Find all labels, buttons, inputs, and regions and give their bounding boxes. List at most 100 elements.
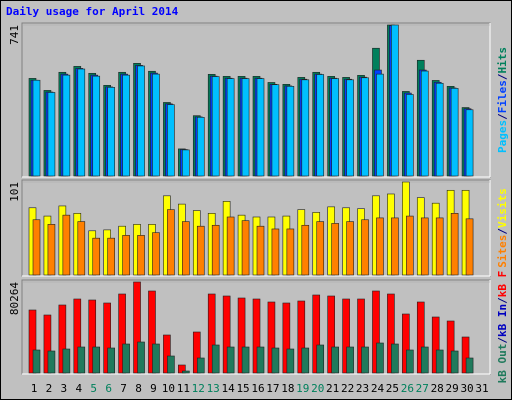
x-tick-label: 21 xyxy=(326,382,339,395)
bar xyxy=(342,298,350,374)
bar xyxy=(267,301,276,374)
bar xyxy=(58,304,67,374)
bar xyxy=(137,65,145,177)
bar xyxy=(47,92,56,177)
x-tick-label: 16 xyxy=(251,382,264,395)
y-max-label: 741 xyxy=(8,25,21,45)
x-tick-label: 13 xyxy=(207,382,220,395)
bar xyxy=(152,73,160,177)
x-tick-label: 4 xyxy=(75,382,82,395)
bar xyxy=(271,228,280,276)
bar xyxy=(372,290,380,374)
bar xyxy=(122,343,130,374)
bar xyxy=(286,86,295,177)
bar xyxy=(167,209,175,276)
bar xyxy=(346,79,354,177)
bar xyxy=(406,215,414,276)
bar xyxy=(163,334,171,374)
bar xyxy=(241,346,250,374)
x-tick-label: 5 xyxy=(90,382,97,395)
bar xyxy=(32,349,41,374)
legend: Pages/Files/Hits xyxy=(496,47,509,153)
x-tick-label: 7 xyxy=(120,382,127,395)
bar xyxy=(331,346,339,374)
bar xyxy=(465,218,474,276)
bar xyxy=(435,82,444,177)
legend-entry: Visits xyxy=(496,188,509,228)
legend-entry: kB F xyxy=(496,271,509,298)
bar xyxy=(107,347,115,374)
bar xyxy=(316,74,325,177)
bar xyxy=(346,346,354,374)
bar xyxy=(361,346,369,374)
x-tick-label: 11 xyxy=(177,382,190,395)
bar xyxy=(256,346,265,374)
bar xyxy=(376,73,384,177)
x-tick-label: 28 xyxy=(431,382,444,395)
bar xyxy=(133,281,141,374)
bar xyxy=(435,217,444,276)
x-tick-label: 23 xyxy=(356,382,369,395)
bar xyxy=(92,75,101,177)
bar xyxy=(256,225,265,276)
legend: Sites/Visits xyxy=(496,188,509,268)
bar xyxy=(286,348,295,374)
bar xyxy=(226,216,235,276)
bar xyxy=(122,74,130,177)
legend-separator: / xyxy=(496,297,509,304)
bar xyxy=(406,94,414,177)
bar xyxy=(252,298,261,374)
bar xyxy=(376,342,384,374)
bar xyxy=(361,219,369,276)
bar xyxy=(182,221,190,276)
bar xyxy=(346,221,354,276)
bar xyxy=(207,293,216,374)
bar xyxy=(446,320,455,374)
bar xyxy=(182,149,190,177)
bar xyxy=(196,225,205,276)
bar xyxy=(62,214,71,276)
bar xyxy=(376,217,384,276)
x-tick-label: 22 xyxy=(341,382,354,395)
bar xyxy=(88,299,97,374)
bar xyxy=(222,295,231,374)
bar xyxy=(32,79,41,177)
x-tick-label: 27 xyxy=(416,382,429,395)
bar xyxy=(420,346,429,374)
bar xyxy=(211,224,220,276)
x-tick-label: 8 xyxy=(135,382,142,395)
bar xyxy=(62,74,71,177)
bar xyxy=(47,350,56,374)
legend: kB Out/kB In/kB F xyxy=(496,271,509,384)
bar xyxy=(331,78,339,177)
legend-entry: kB In xyxy=(496,304,509,337)
bar xyxy=(431,316,440,374)
x-tick-label: 12 xyxy=(192,382,205,395)
x-tick-label: 14 xyxy=(222,382,236,395)
legend-separator: / xyxy=(496,113,509,120)
bar xyxy=(107,87,115,177)
x-tick-label: 30 xyxy=(460,382,473,395)
bar xyxy=(282,302,291,374)
x-tick-label: 15 xyxy=(236,382,249,395)
bar xyxy=(137,341,145,374)
x-tick-label: 29 xyxy=(446,382,459,395)
bar xyxy=(47,224,56,276)
x-tick-label: 20 xyxy=(311,382,324,395)
y-max-label: 101 xyxy=(8,182,21,202)
x-tick-label: 31 xyxy=(475,382,488,395)
bar xyxy=(137,235,145,276)
bar xyxy=(361,77,369,177)
bar xyxy=(391,24,399,177)
bar xyxy=(297,300,306,374)
bar xyxy=(241,220,250,276)
bar xyxy=(416,301,425,374)
bar xyxy=(103,302,111,374)
bar xyxy=(62,348,71,374)
bar xyxy=(391,343,399,374)
bar xyxy=(312,294,321,374)
bar xyxy=(226,78,235,177)
bar xyxy=(92,346,101,374)
bar xyxy=(28,309,37,374)
